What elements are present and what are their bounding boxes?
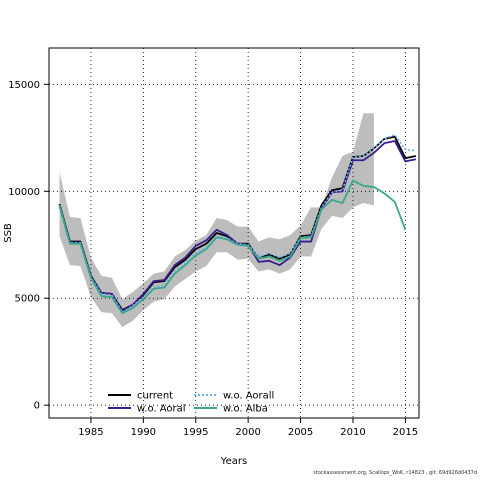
series-layer	[58, 133, 417, 315]
band-layer	[59, 113, 374, 328]
y-tick-label: 5000	[15, 294, 40, 305]
y-tick-label: 10000	[8, 187, 40, 198]
legend-label: w.o. Aoral	[137, 404, 186, 415]
x-axis-title: Years	[220, 456, 247, 467]
x-tick-label: 1990	[131, 427, 156, 438]
legend-label: current	[137, 391, 173, 402]
x-tick-label: 2000	[235, 427, 260, 438]
y-axis-title: SSB	[3, 223, 14, 243]
x-tick-label: 1995	[183, 427, 208, 438]
x-tick-label: 2015	[393, 427, 418, 438]
x-tick-label: 2005	[288, 427, 313, 438]
legend: current w.o. Aorall w.o. Aoral w.o. Alba	[108, 391, 274, 415]
footer-text: stockassessment.org, Scallops_WoK, r1482…	[313, 470, 477, 476]
legend-label: w.o. Alba	[223, 404, 268, 415]
confidence-band	[59, 113, 374, 328]
legend-label: w.o. Aorall	[223, 391, 274, 402]
x-tick-label: 1985	[78, 427, 103, 438]
x-tick-label: 2010	[340, 427, 365, 438]
y-tick-label: 0	[34, 401, 40, 412]
y-axis: 0 5000 10000 15000	[8, 80, 49, 412]
grid-layer	[49, 48, 419, 418]
series-line-3	[58, 179, 407, 315]
plot-frame	[48, 47, 420, 419]
y-tick-label: 15000	[8, 80, 40, 91]
x-axis: 1985 1990 1995 2000 2005 2010 2015	[78, 418, 418, 438]
